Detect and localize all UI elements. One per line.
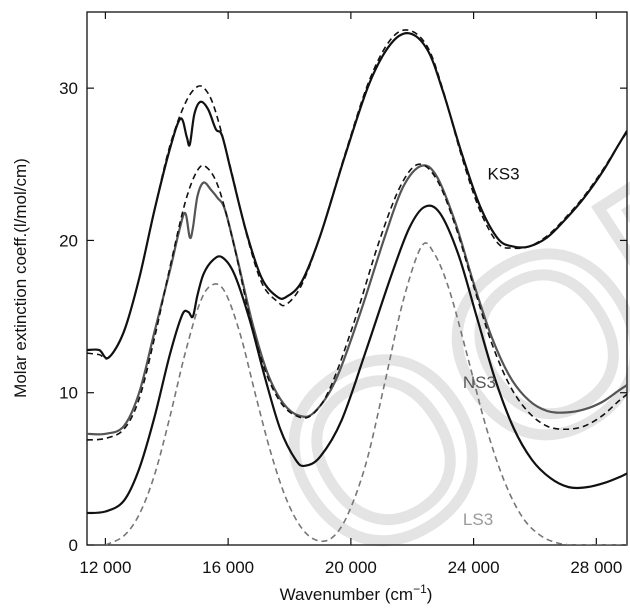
series-line-fit-1 bbox=[87, 29, 627, 360]
series-lines bbox=[87, 29, 627, 545]
watermark: OOFS bbox=[226, 0, 630, 609]
y-tick-label: 20 bbox=[59, 231, 78, 250]
series-line-ns3 bbox=[87, 164, 627, 436]
series-line-ls3 bbox=[103, 242, 627, 545]
x-tick-label: 24 000 bbox=[448, 558, 500, 577]
series-line-fit-4 bbox=[87, 204, 627, 515]
series-line-fit-3 bbox=[87, 163, 627, 441]
y-tick-label: 0 bbox=[69, 536, 78, 555]
y-tick-label: 10 bbox=[59, 384, 78, 403]
series-label-ns3: NS3 bbox=[463, 373, 496, 392]
x-axis-label: Wavenumber (cm−1) bbox=[280, 582, 433, 604]
series-labels: KS3 NS3 LS3 bbox=[463, 165, 520, 530]
series-label-ls3: LS3 bbox=[463, 510, 493, 529]
x-tick-label: 16 000 bbox=[202, 558, 254, 577]
y-axis-label: Molar extinction coeff.(l/mol/cm) bbox=[11, 158, 30, 398]
tick-marks bbox=[87, 12, 627, 546]
plot-frame bbox=[86, 11, 628, 546]
x-tick-label: 12 000 bbox=[79, 558, 131, 577]
series-label-ks3: KS3 bbox=[487, 165, 519, 184]
y-tick-label: 30 bbox=[59, 79, 78, 98]
tick-labels: 12 000 16 000 20 000 24 000 28 000 0 10 20 30 bbox=[59, 79, 622, 577]
x-tick-label: 28 000 bbox=[570, 558, 622, 577]
x-tick-label: 20 000 bbox=[325, 558, 377, 577]
